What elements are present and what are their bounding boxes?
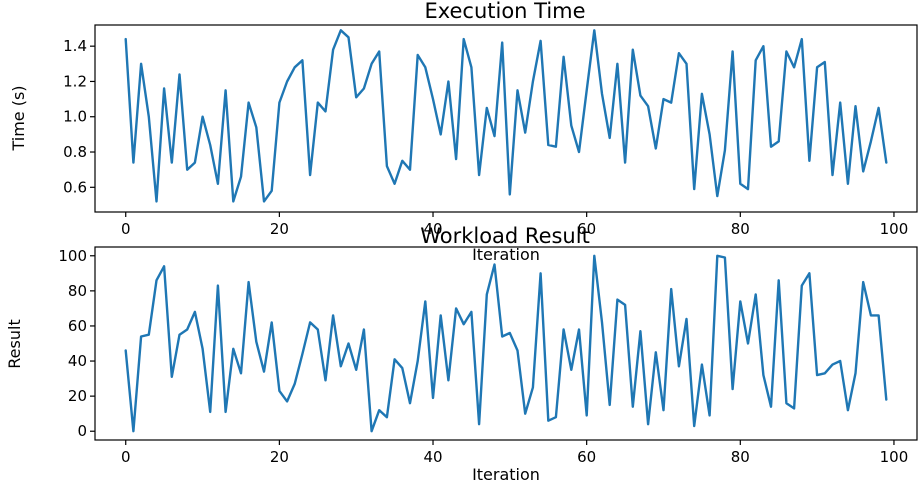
y-tick-label: 40 <box>68 352 87 370</box>
chart-title-execution-time: Execution Time <box>424 0 585 23</box>
plot-area-execution-time <box>94 24 918 213</box>
x-tick-label: 40 <box>423 448 442 466</box>
x-tick-label: 80 <box>731 220 750 238</box>
ticks-execution-time: 0 20 40 60 80 100 0.6 0.8 1.0 1.2 1.4 <box>63 37 908 238</box>
subplot-workload-result: Workload Result Result Iteration 0 20 40 60… <box>5 224 918 484</box>
series-line-execution-time <box>124 29 888 203</box>
y-tick-label: 80 <box>68 282 87 300</box>
y-tick-label: 1.0 <box>63 108 87 126</box>
y-tick-label: 20 <box>68 387 87 405</box>
chart-title-workload-result: Workload Result <box>420 224 590 248</box>
y-tick-label: 0.6 <box>63 178 87 196</box>
y-tick-label: 0.8 <box>63 143 87 161</box>
y-tick-label: 60 <box>68 317 87 335</box>
series-line-workload-result <box>124 254 888 433</box>
x-axis-label-workload-result: Iteration <box>472 465 540 484</box>
x-tick-label: 20 <box>270 448 289 466</box>
y-tick-label: 100 <box>58 247 87 265</box>
plot-area-workload-result <box>94 246 918 441</box>
x-tick-label: 40 <box>423 220 442 238</box>
x-tick-label: 0 <box>121 448 131 466</box>
x-tick-label: 20 <box>270 220 289 238</box>
ticks-workload-result: 0 20 40 60 80 100 0 20 40 60 80 100 <box>58 247 908 466</box>
y-tick-label: 1.2 <box>63 72 87 90</box>
x-tick-label: 60 <box>577 448 596 466</box>
x-tick-label: 100 <box>880 220 909 238</box>
y-axis-label-workload-result: Result <box>5 319 24 368</box>
x-tick-label: 100 <box>880 448 909 466</box>
subplot-execution-time: Execution Time Time (s) Iteration 0 20 40 6… <box>9 0 918 264</box>
x-tick-label: 0 <box>121 220 131 238</box>
x-tick-label: 60 <box>577 220 596 238</box>
y-axis-label-execution-time: Time (s) <box>9 85 28 151</box>
y-tick-label: 0 <box>77 422 87 440</box>
x-tick-label: 80 <box>731 448 750 466</box>
x-axis-label-execution-time: Iteration <box>472 245 540 264</box>
y-tick-label: 1.4 <box>63 37 87 55</box>
